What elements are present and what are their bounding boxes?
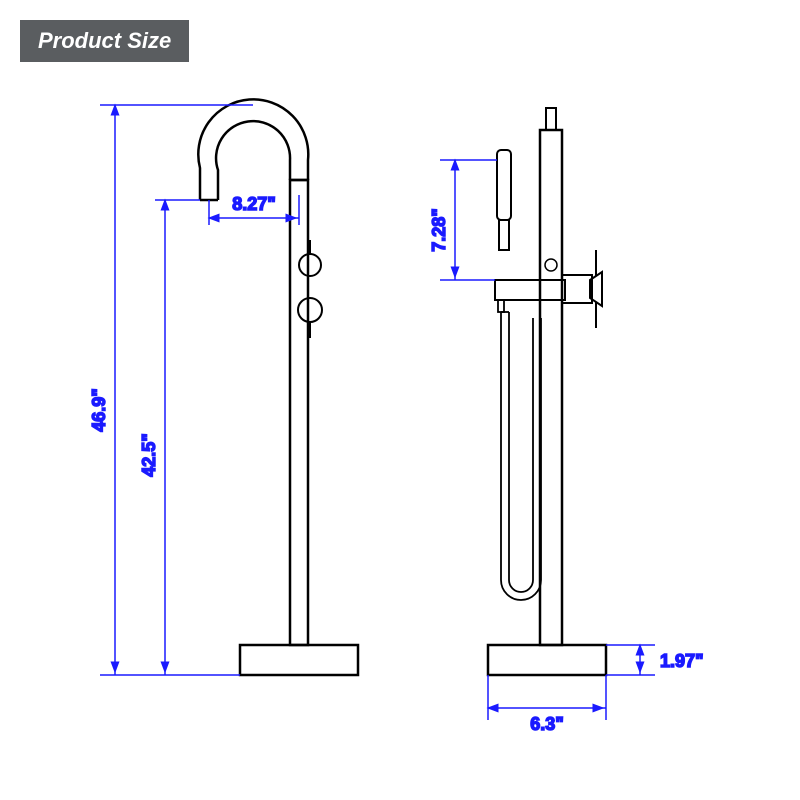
dim-spout-reach: 8.27" — [232, 194, 276, 214]
product-diagram: 46.9" 42.5" 8.27" 7.28" 1.97" 6.3" — [0, 0, 800, 800]
side-view — [488, 108, 606, 675]
front-view — [198, 99, 358, 675]
dim-spout-height: 42.5" — [139, 433, 159, 477]
dim-overall-height: 46.9" — [89, 388, 109, 432]
dimension-lines: 46.9" 42.5" 8.27" 7.28" 1.97" 6.3" — [89, 105, 704, 734]
dim-handheld-height: 7.28" — [429, 208, 449, 252]
dim-base-height: 1.97" — [660, 651, 704, 671]
dim-base-width: 6.3" — [530, 714, 564, 734]
